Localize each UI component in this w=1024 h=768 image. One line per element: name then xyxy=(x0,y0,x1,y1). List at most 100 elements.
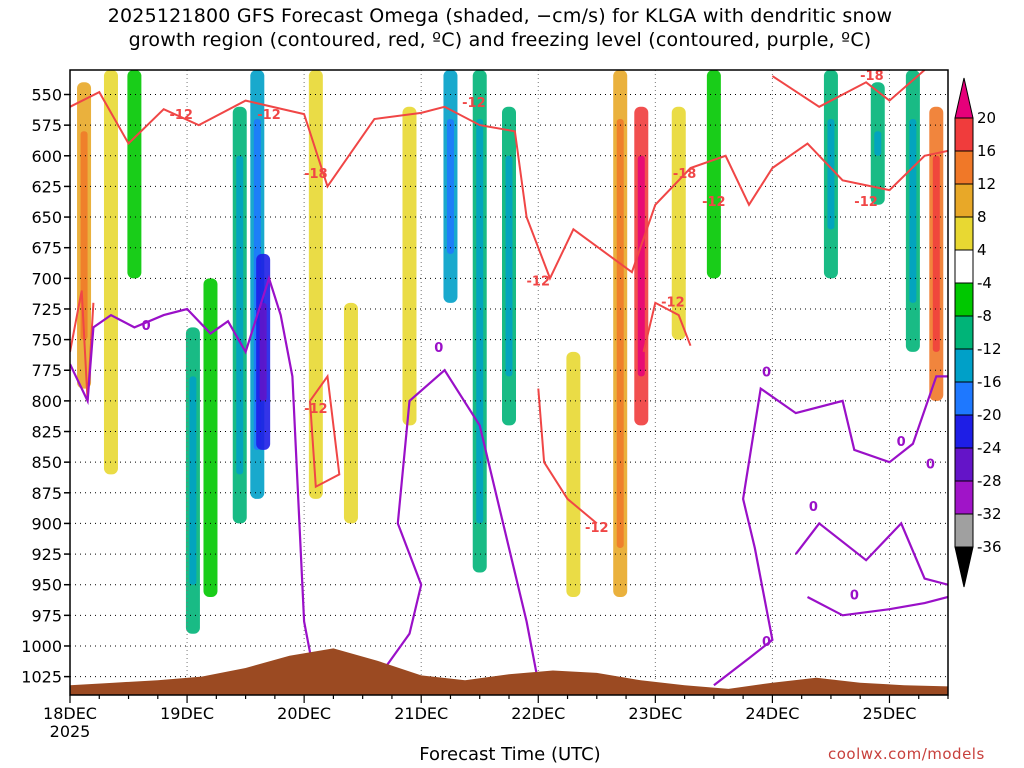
omega-band-9 xyxy=(343,302,358,524)
dgz-contour-4 xyxy=(642,301,692,353)
freezing-contour-label: 0 xyxy=(897,435,906,450)
y-tick-label: 800 xyxy=(31,392,62,411)
colorbar-label: -16 xyxy=(977,373,1002,391)
y-tick-label: 775 xyxy=(31,361,62,380)
y-axis: 550 575 600 625 650 675 700 725 750 775 800 825 850 8… xyxy=(21,86,70,687)
colorbar-swatch xyxy=(954,480,974,515)
contour-layer: -12 -12 -18 -12 -12 -12 -18 -12 -12 -12 -18 -12 0 0 0 0… xyxy=(70,69,948,687)
x-tick-label: 19DEC xyxy=(160,704,214,723)
colorbar-swatch xyxy=(954,315,974,350)
freezing-contour-0 xyxy=(70,274,317,683)
y-tick-label: 825 xyxy=(31,423,62,442)
dgz-contour-label: -18 xyxy=(304,167,328,182)
colorbar-swatch xyxy=(954,249,974,284)
freezing-contour-label: 0 xyxy=(762,365,771,380)
y-tick-label: 875 xyxy=(31,484,62,503)
y-tick-label: 725 xyxy=(31,300,62,319)
colorbar-swatch xyxy=(954,183,974,218)
omega-band-core-15 xyxy=(616,119,624,548)
omega-band-core-13 xyxy=(505,155,513,377)
omega-band-core-22 xyxy=(932,155,940,352)
y-tick-label: 550 xyxy=(31,86,62,105)
dgz-contour-label: -12 xyxy=(854,195,878,210)
omega-band-17 xyxy=(671,106,686,340)
colorbar-label: 4 xyxy=(977,241,987,259)
omega-band-core-5 xyxy=(236,155,244,475)
y-tick-label: 1000 xyxy=(21,637,62,656)
x-tick-label: 25DEC xyxy=(862,704,916,723)
x-axis: 18DEC 19DEC 20DEC 21DEC 22DEC 23DEC 24DEC 25DEC… xyxy=(43,695,949,741)
dgz-contour-2 xyxy=(309,373,341,489)
freezing-contour-3 xyxy=(794,521,948,586)
colorbar-swatch xyxy=(954,513,974,548)
omega-band-10 xyxy=(402,106,417,426)
dgz-contour-label: -18 xyxy=(673,167,697,182)
freezing-contour-label: 0 xyxy=(850,588,859,603)
x-tick-label: 20DEC xyxy=(277,704,331,723)
colorbar: 20 16 12 8 4 -4 -8 -12 -16 -20 -24 -28 -32 -36 xyxy=(954,77,1002,588)
y-tick-label: 750 xyxy=(31,331,62,350)
x-axis-label: Forecast Time (UTC) xyxy=(419,744,601,765)
colorbar-label: 12 xyxy=(977,175,996,193)
dgz-contour-0 xyxy=(70,90,948,281)
freezing-contour-label: 0 xyxy=(142,319,151,334)
colorbar-swatch xyxy=(954,414,974,449)
y-tick-label: 575 xyxy=(31,116,62,135)
freezing-contour-label: 0 xyxy=(809,500,818,515)
colorbar-swatch xyxy=(954,282,974,317)
y-tick-label: 700 xyxy=(31,269,62,288)
omega-band-core-21 xyxy=(909,119,917,303)
title-line-1: 2025121800 GFS Forecast Omega (shaded, −… xyxy=(107,5,893,27)
dgz-contour-label: -12 xyxy=(462,96,486,111)
y-tick-label: 650 xyxy=(31,208,62,227)
freezing-contour-label: 0 xyxy=(762,635,771,650)
source-credit: coolwx.com/models xyxy=(828,745,985,763)
freezing-contour-1 xyxy=(373,368,540,684)
y-tick-label: 600 xyxy=(31,147,62,166)
title-line-2: growth region (contoured, red, ºC) and f… xyxy=(128,29,872,51)
x-year-label: 2025 xyxy=(50,722,91,741)
omega-band-core-16 xyxy=(637,155,645,377)
y-tick-label: 625 xyxy=(31,177,62,196)
omega-band-1 xyxy=(103,70,118,475)
terrain-layer xyxy=(70,648,948,695)
colorbar-swatch xyxy=(954,117,974,152)
dgz-contour-label: -12 xyxy=(527,275,551,290)
colorbar-swatch xyxy=(954,381,974,416)
omega-band-18 xyxy=(706,70,721,279)
y-tick-label: 1025 xyxy=(21,668,62,687)
dgz-contour-label: -12 xyxy=(585,521,609,536)
chart-title: 2025121800 GFS Forecast Omega (shaded, −… xyxy=(0,4,1000,52)
dgz-contour-label: -12 xyxy=(257,108,281,123)
dgz-contour-label: -18 xyxy=(860,69,884,84)
dgz-contour-5 xyxy=(771,70,926,108)
omega-band-core-20 xyxy=(874,131,882,156)
freezing-contour-label: 0 xyxy=(434,341,443,356)
y-tick-label: 900 xyxy=(31,514,62,533)
colorbar-label: -24 xyxy=(977,439,1002,457)
omega-band-8 xyxy=(308,70,323,499)
freezing-contour-4 xyxy=(806,595,948,617)
freezing-contour-2 xyxy=(713,375,948,687)
freezing-contour-label: 0 xyxy=(926,457,935,472)
omega-band-core-12 xyxy=(476,119,484,524)
omega-band-2 xyxy=(127,70,142,279)
colorbar-label: -36 xyxy=(977,538,1002,556)
y-tick-label: 850 xyxy=(31,453,62,472)
colorbar-top-arrow xyxy=(954,77,974,119)
colorbar-bottom-arrow xyxy=(954,546,974,588)
omega-band-core-3 xyxy=(189,376,197,585)
dgz-contour-label: -12 xyxy=(702,195,726,210)
colorbar-label: -28 xyxy=(977,472,1002,490)
omega-band-core-7 xyxy=(259,302,267,401)
colorbar-label: -20 xyxy=(977,406,1002,424)
colorbar-label: 16 xyxy=(977,142,996,160)
y-tick-label: 675 xyxy=(31,239,62,258)
colorbar-swatch xyxy=(954,447,974,482)
colorbar-swatch xyxy=(954,150,974,185)
omega-band-core-0 xyxy=(80,131,88,340)
colorbar-label: 20 xyxy=(977,109,996,127)
y-tick-label: 950 xyxy=(31,576,62,595)
y-tick-label: 925 xyxy=(31,545,62,564)
dgz-contour-label: -12 xyxy=(304,402,328,417)
